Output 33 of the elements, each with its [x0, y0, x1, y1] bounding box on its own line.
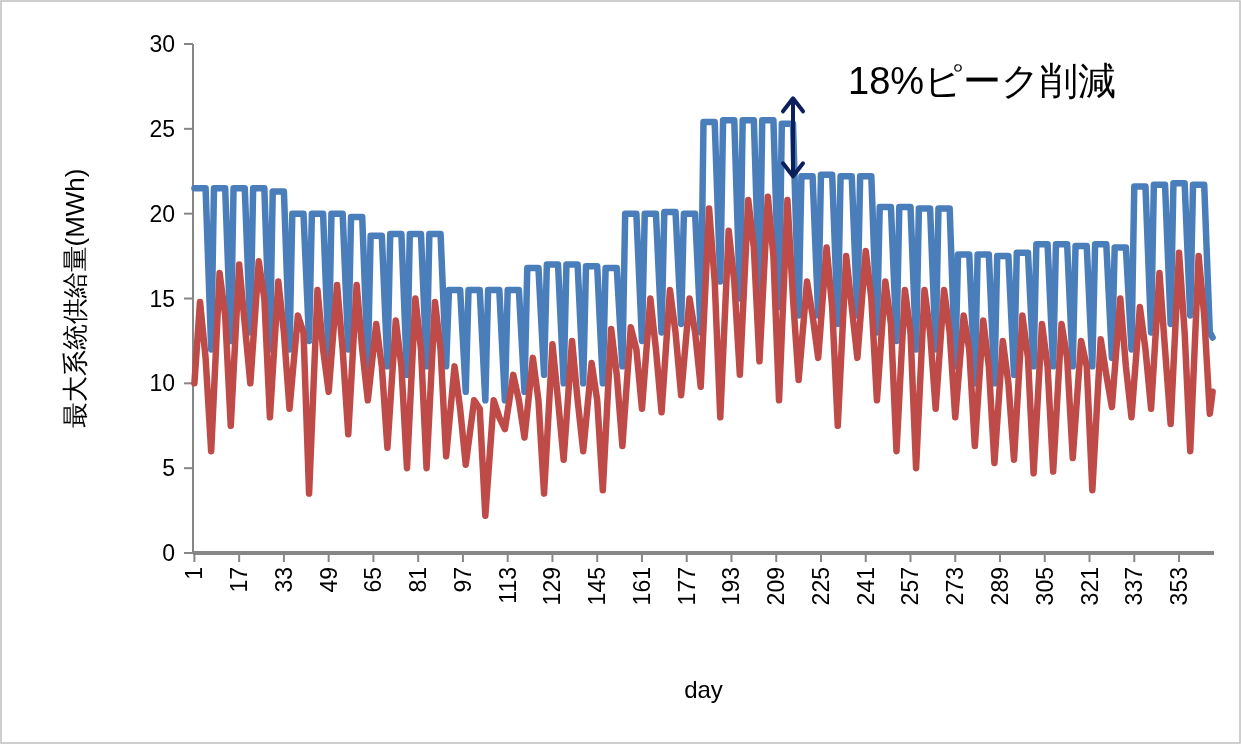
x-axis-title: day: [684, 676, 723, 703]
x-tick-label: 209: [763, 567, 790, 606]
x-tick-label: 193: [718, 567, 745, 606]
y-tick-label: 15: [149, 285, 175, 312]
y-tick-label: 5: [162, 455, 175, 482]
y-axis-title: 最大系統供給量(MWh): [60, 168, 90, 429]
y-tick-label: 25: [149, 115, 175, 142]
x-tick-label: 1: [181, 567, 208, 580]
x-tick-label: 353: [1166, 567, 1193, 606]
x-tick-label: 321: [1076, 567, 1103, 606]
x-tick-label: 49: [315, 567, 342, 593]
x-tick-label: 129: [539, 567, 566, 606]
x-tick-label: 145: [584, 567, 611, 606]
x-tick-label: 65: [360, 567, 387, 593]
x-tick-label: 177: [673, 567, 700, 606]
x-tick-label: 17: [226, 567, 253, 593]
x-tick-label: 113: [494, 567, 521, 604]
x-tick-label: 273: [942, 567, 969, 606]
y-tick-label: 30: [149, 31, 175, 57]
y-tick-label: 20: [149, 200, 175, 227]
x-tick-label: 225: [807, 567, 834, 606]
x-tick-label: 337: [1121, 567, 1148, 606]
y-tick-label: 10: [149, 370, 175, 397]
x-tick-label: 257: [897, 567, 924, 606]
x-tick-label: 305: [1031, 567, 1058, 606]
x-tick-label: 33: [270, 567, 297, 593]
x-tick-label: 97: [449, 567, 476, 593]
x-tick-label: 241: [852, 567, 879, 606]
y-tick-label: 0: [162, 540, 175, 566]
x-tick-label: 81: [405, 567, 432, 593]
x-tick-label: 289: [987, 567, 1014, 606]
x-tick-label: 161: [628, 567, 655, 606]
annotation: 18%ピーク削減: [848, 60, 1117, 103]
